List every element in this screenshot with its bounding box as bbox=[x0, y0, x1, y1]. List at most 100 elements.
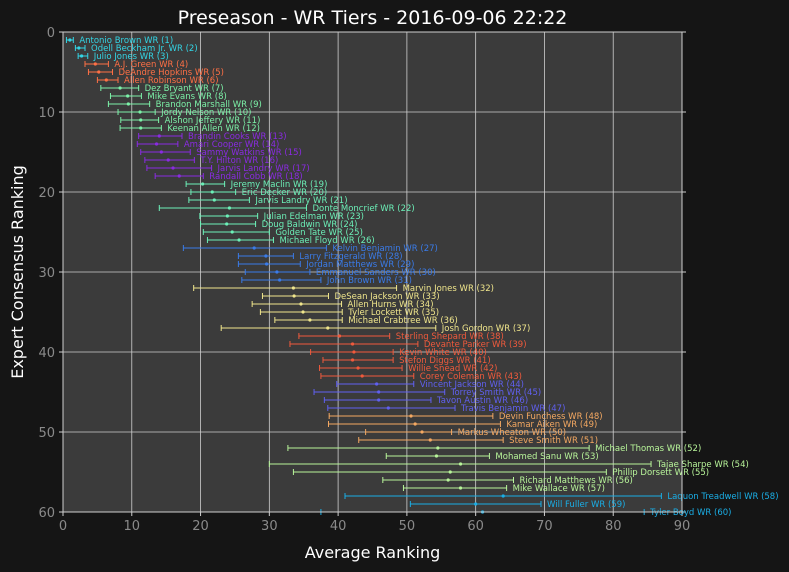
data-point: Stefon Diggs WR (41) bbox=[322, 356, 491, 366]
data-point: Randall Cobb WR (18) bbox=[154, 172, 303, 182]
point-label: Mike Evans WR (8) bbox=[147, 92, 226, 102]
data-point: Kevin White WR (40) bbox=[310, 348, 487, 358]
point-label: Jeremy Maclin WR (19) bbox=[230, 180, 328, 190]
data-point: Phillip Dorsett WR (55) bbox=[292, 468, 709, 478]
point-marker bbox=[126, 102, 130, 106]
point-marker bbox=[377, 390, 381, 394]
data-point: Travis Benjamin WR (47) bbox=[327, 404, 565, 414]
point-label: Julian Edelman WR (23) bbox=[263, 212, 364, 222]
point-label: Brandin Cooks WR (13) bbox=[188, 132, 287, 142]
y-tick-label: 30 bbox=[38, 266, 55, 281]
point-marker bbox=[291, 286, 296, 290]
point-label: Keenan Allen WR (12) bbox=[167, 124, 260, 134]
point-label: Vincent Jackson WR (44) bbox=[420, 380, 524, 390]
point-label: Devante Parker WR (39) bbox=[424, 340, 527, 350]
point-marker bbox=[264, 262, 269, 266]
data-point: Eric Decker WR (20) bbox=[190, 188, 327, 198]
data-point: Mike Evans WR (8) bbox=[109, 92, 227, 102]
y-tick-label: 20 bbox=[38, 186, 55, 201]
data-point: Sammy Watkins WR (15) bbox=[140, 148, 302, 158]
y-tick-label: 0 bbox=[47, 26, 55, 41]
point-marker bbox=[350, 342, 355, 346]
y-tick-label: 10 bbox=[38, 106, 55, 121]
point-label: Devin Funchess WR (48) bbox=[499, 412, 603, 422]
data-point: Kelvin Benjamin WR (27) bbox=[182, 244, 438, 254]
data-point: Larry Fitzgerald WR (28) bbox=[237, 252, 403, 262]
y-axis-ticks: 0 10 20 30 40 50 60 bbox=[38, 26, 686, 521]
data-point: T.Y. Hilton WR (16) bbox=[144, 156, 278, 166]
point-marker bbox=[375, 382, 379, 386]
point-label: Julio Jones WR (3) bbox=[93, 52, 169, 62]
point-label: Steve Smith WR (51) bbox=[509, 436, 598, 446]
data-point: Torrey Smith WR (45) bbox=[313, 388, 541, 398]
data-point: Sterling Shepard WR (38) bbox=[298, 332, 504, 342]
point-marker bbox=[501, 494, 505, 498]
point-label: DeSean Jackson WR (33) bbox=[334, 292, 439, 302]
point-label: John Brown WR (31) bbox=[326, 276, 412, 286]
point-marker bbox=[79, 54, 84, 58]
point-label: Kamar Aiken WR (49) bbox=[506, 420, 597, 430]
data-point: Mohamed Sanu WR (53) bbox=[385, 452, 599, 462]
point-label: Allen Hurns WR (34) bbox=[348, 300, 434, 310]
data-point: Julian Edelman WR (23) bbox=[199, 212, 364, 222]
data-point: Tajae Sharpe WR (54) bbox=[268, 460, 749, 470]
point-label: Torrey Smith WR (45) bbox=[450, 388, 541, 398]
data-point: Brandin Cooks WR (13) bbox=[138, 132, 287, 142]
point-marker bbox=[138, 110, 142, 114]
point-marker bbox=[171, 166, 175, 170]
point-marker bbox=[278, 278, 282, 282]
point-marker bbox=[126, 94, 130, 98]
chart-title: Preseason - WR Tiers - 2016-09-06 22:22 bbox=[178, 7, 568, 29]
x-tick-label: 70 bbox=[536, 519, 553, 534]
point-marker bbox=[166, 158, 170, 162]
data-point: Doug Baldwin WR (24) bbox=[200, 220, 358, 230]
point-marker bbox=[413, 422, 417, 426]
point-marker bbox=[352, 350, 356, 354]
point-marker bbox=[93, 62, 97, 66]
point-label: Willie Snead WR (42) bbox=[408, 364, 497, 374]
point-label: Tajae Sharpe WR (54) bbox=[656, 460, 749, 470]
x-tick-label: 90 bbox=[674, 519, 691, 534]
point-label: Tavon Austin WR (46) bbox=[436, 396, 528, 406]
x-tick-label: 30 bbox=[261, 519, 278, 534]
point-marker bbox=[201, 182, 205, 186]
point-marker bbox=[212, 198, 216, 202]
point-marker bbox=[377, 398, 381, 402]
data-point: Jeremy Maclin WR (19) bbox=[185, 180, 328, 190]
x-tick-label: 80 bbox=[605, 519, 622, 534]
point-label: Tyler Boyd WR (60) bbox=[649, 508, 731, 518]
data-point: Antonio Brown WR (1) bbox=[65, 36, 173, 46]
data-point: Mike Wallace WR (57) bbox=[402, 484, 605, 494]
y-tick-label: 50 bbox=[38, 426, 55, 441]
point-label: Doug Baldwin WR (24) bbox=[262, 220, 358, 230]
point-label: Michael Crabtree WR (36) bbox=[348, 316, 458, 326]
point-marker bbox=[237, 238, 241, 242]
point-marker bbox=[386, 406, 390, 410]
point-label: Tyler Lockett WR (35) bbox=[347, 308, 439, 318]
point-marker bbox=[97, 70, 101, 74]
plot-border bbox=[62, 31, 683, 513]
point-marker bbox=[458, 462, 463, 466]
point-marker bbox=[420, 430, 424, 434]
data-point: Steve Smith WR (51) bbox=[358, 436, 598, 446]
point-marker bbox=[446, 478, 450, 482]
data-point: Odell Beckham Jr. WR (2) bbox=[74, 44, 198, 54]
point-marker bbox=[157, 134, 161, 138]
point-label: Larry Fitzgerald WR (28) bbox=[299, 252, 402, 262]
data-point: Amari Cooper WR (14) bbox=[136, 140, 279, 150]
point-label: Allen Robinson WR (6) bbox=[124, 76, 218, 86]
data-point: DeSean Jackson WR (33) bbox=[261, 292, 440, 302]
point-label: Randall Cobb WR (18) bbox=[209, 172, 302, 182]
data-point: Will Fuller WR (59) bbox=[409, 500, 625, 510]
point-label: Sterling Shepard WR (38) bbox=[396, 332, 504, 342]
point-label: Marvin Jones WR (32) bbox=[403, 284, 494, 294]
x-axis-ticks: 0 10 20 30 40 50 60 70 80 90 bbox=[59, 512, 690, 534]
data-point: Julio Jones WR (3) bbox=[77, 52, 169, 62]
point-label: Jarvis Landry WR (17) bbox=[217, 164, 310, 174]
point-marker bbox=[436, 446, 440, 450]
point-marker bbox=[350, 358, 355, 362]
point-marker bbox=[77, 46, 81, 50]
x-tick-label: 50 bbox=[399, 519, 416, 534]
data-point: Kamar Aiken WR (49) bbox=[327, 420, 597, 430]
